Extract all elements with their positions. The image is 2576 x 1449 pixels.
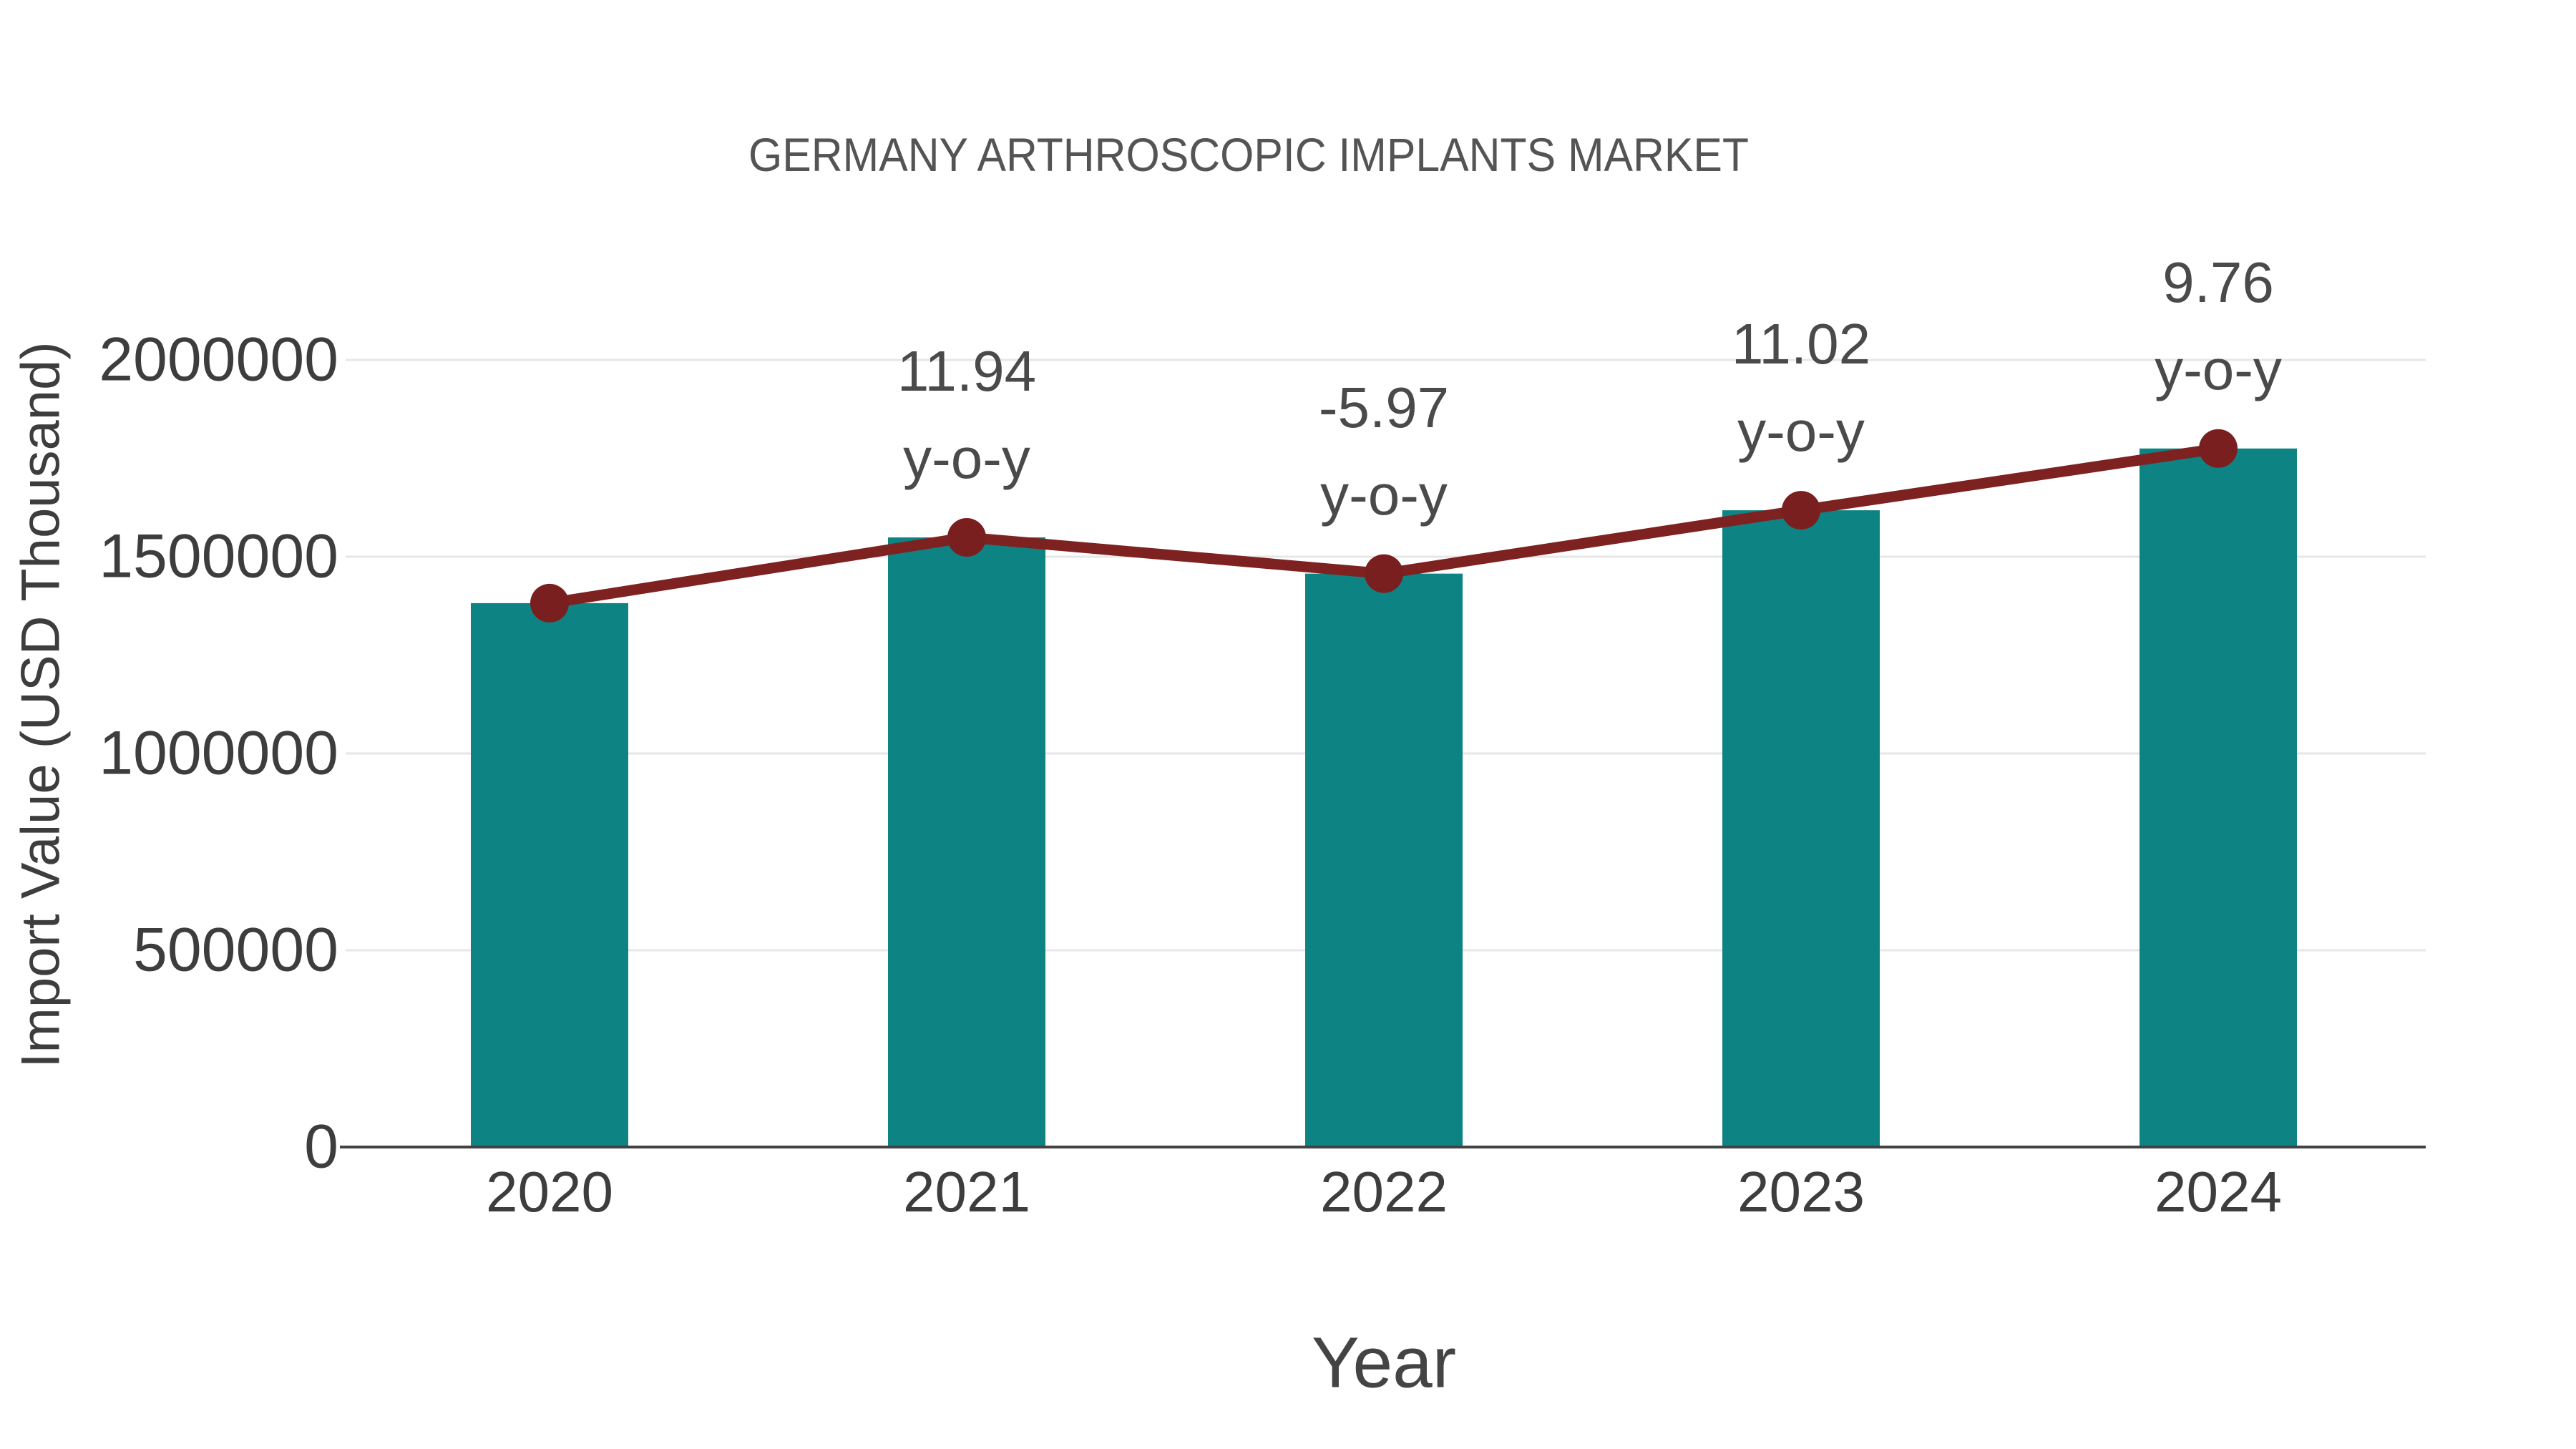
annotation-value-2024: 9.76: [2162, 250, 2274, 314]
y-tick-label-500000: 500000: [133, 915, 338, 985]
y-tick-label-1000000: 1000000: [99, 718, 338, 788]
annotation-value-2021: 11.94: [897, 339, 1037, 404]
annotation-suffix-2021: y-o-y: [903, 426, 1030, 491]
annotation-2021: 11.94 y-o-y: [897, 328, 1036, 502]
x-tick-label-2022: 2022: [1320, 1160, 1448, 1224]
annotation-suffix-2024: y-o-y: [2155, 337, 2282, 401]
bar-2020: [471, 602, 628, 1147]
bar-2024: [2140, 448, 2297, 1147]
trend-marker-2021: [947, 518, 986, 557]
annotation-suffix-2022: y-o-y: [1320, 462, 1448, 527]
annotation-suffix-2023: y-o-y: [1737, 399, 1865, 464]
y-tick-label-1500000: 1500000: [99, 522, 338, 591]
x-tick-label-2021: 2021: [903, 1160, 1030, 1224]
trend-marker-2022: [1365, 554, 1403, 593]
annotation-value-2023: 11.02: [1731, 312, 1871, 376]
y-axis-title: Import Value (USD Thousand): [10, 341, 72, 1068]
y-tick-label-2000000: 2000000: [99, 325, 338, 394]
trend-marker-2024: [2199, 429, 2238, 468]
x-axis-title: Year: [1311, 1322, 1457, 1403]
chart-title: GERMANY ARTHROSCOPIC IMPLANTS MARKET: [748, 128, 1749, 181]
annotation-2024: 9.76 y-o-y: [2155, 239, 2282, 414]
bar-2022: [1305, 573, 1463, 1147]
trend-marker-2020: [530, 583, 569, 623]
annotation-value-2022: -5.97: [1318, 375, 1450, 439]
annotation-2022: -5.97 y-o-y: [1319, 364, 1449, 539]
bar-2021: [888, 537, 1045, 1147]
x-tick-label-2023: 2023: [1737, 1160, 1865, 1224]
x-tick-label-2024: 2024: [2155, 1160, 2282, 1224]
annotation-2023: 11.02 y-o-y: [1732, 301, 1870, 475]
x-tick-label-2020: 2020: [486, 1160, 613, 1224]
trend-marker-2023: [1782, 491, 1820, 530]
y-tick-label-0: 0: [304, 1112, 338, 1181]
bar-2023: [1722, 510, 1880, 1147]
